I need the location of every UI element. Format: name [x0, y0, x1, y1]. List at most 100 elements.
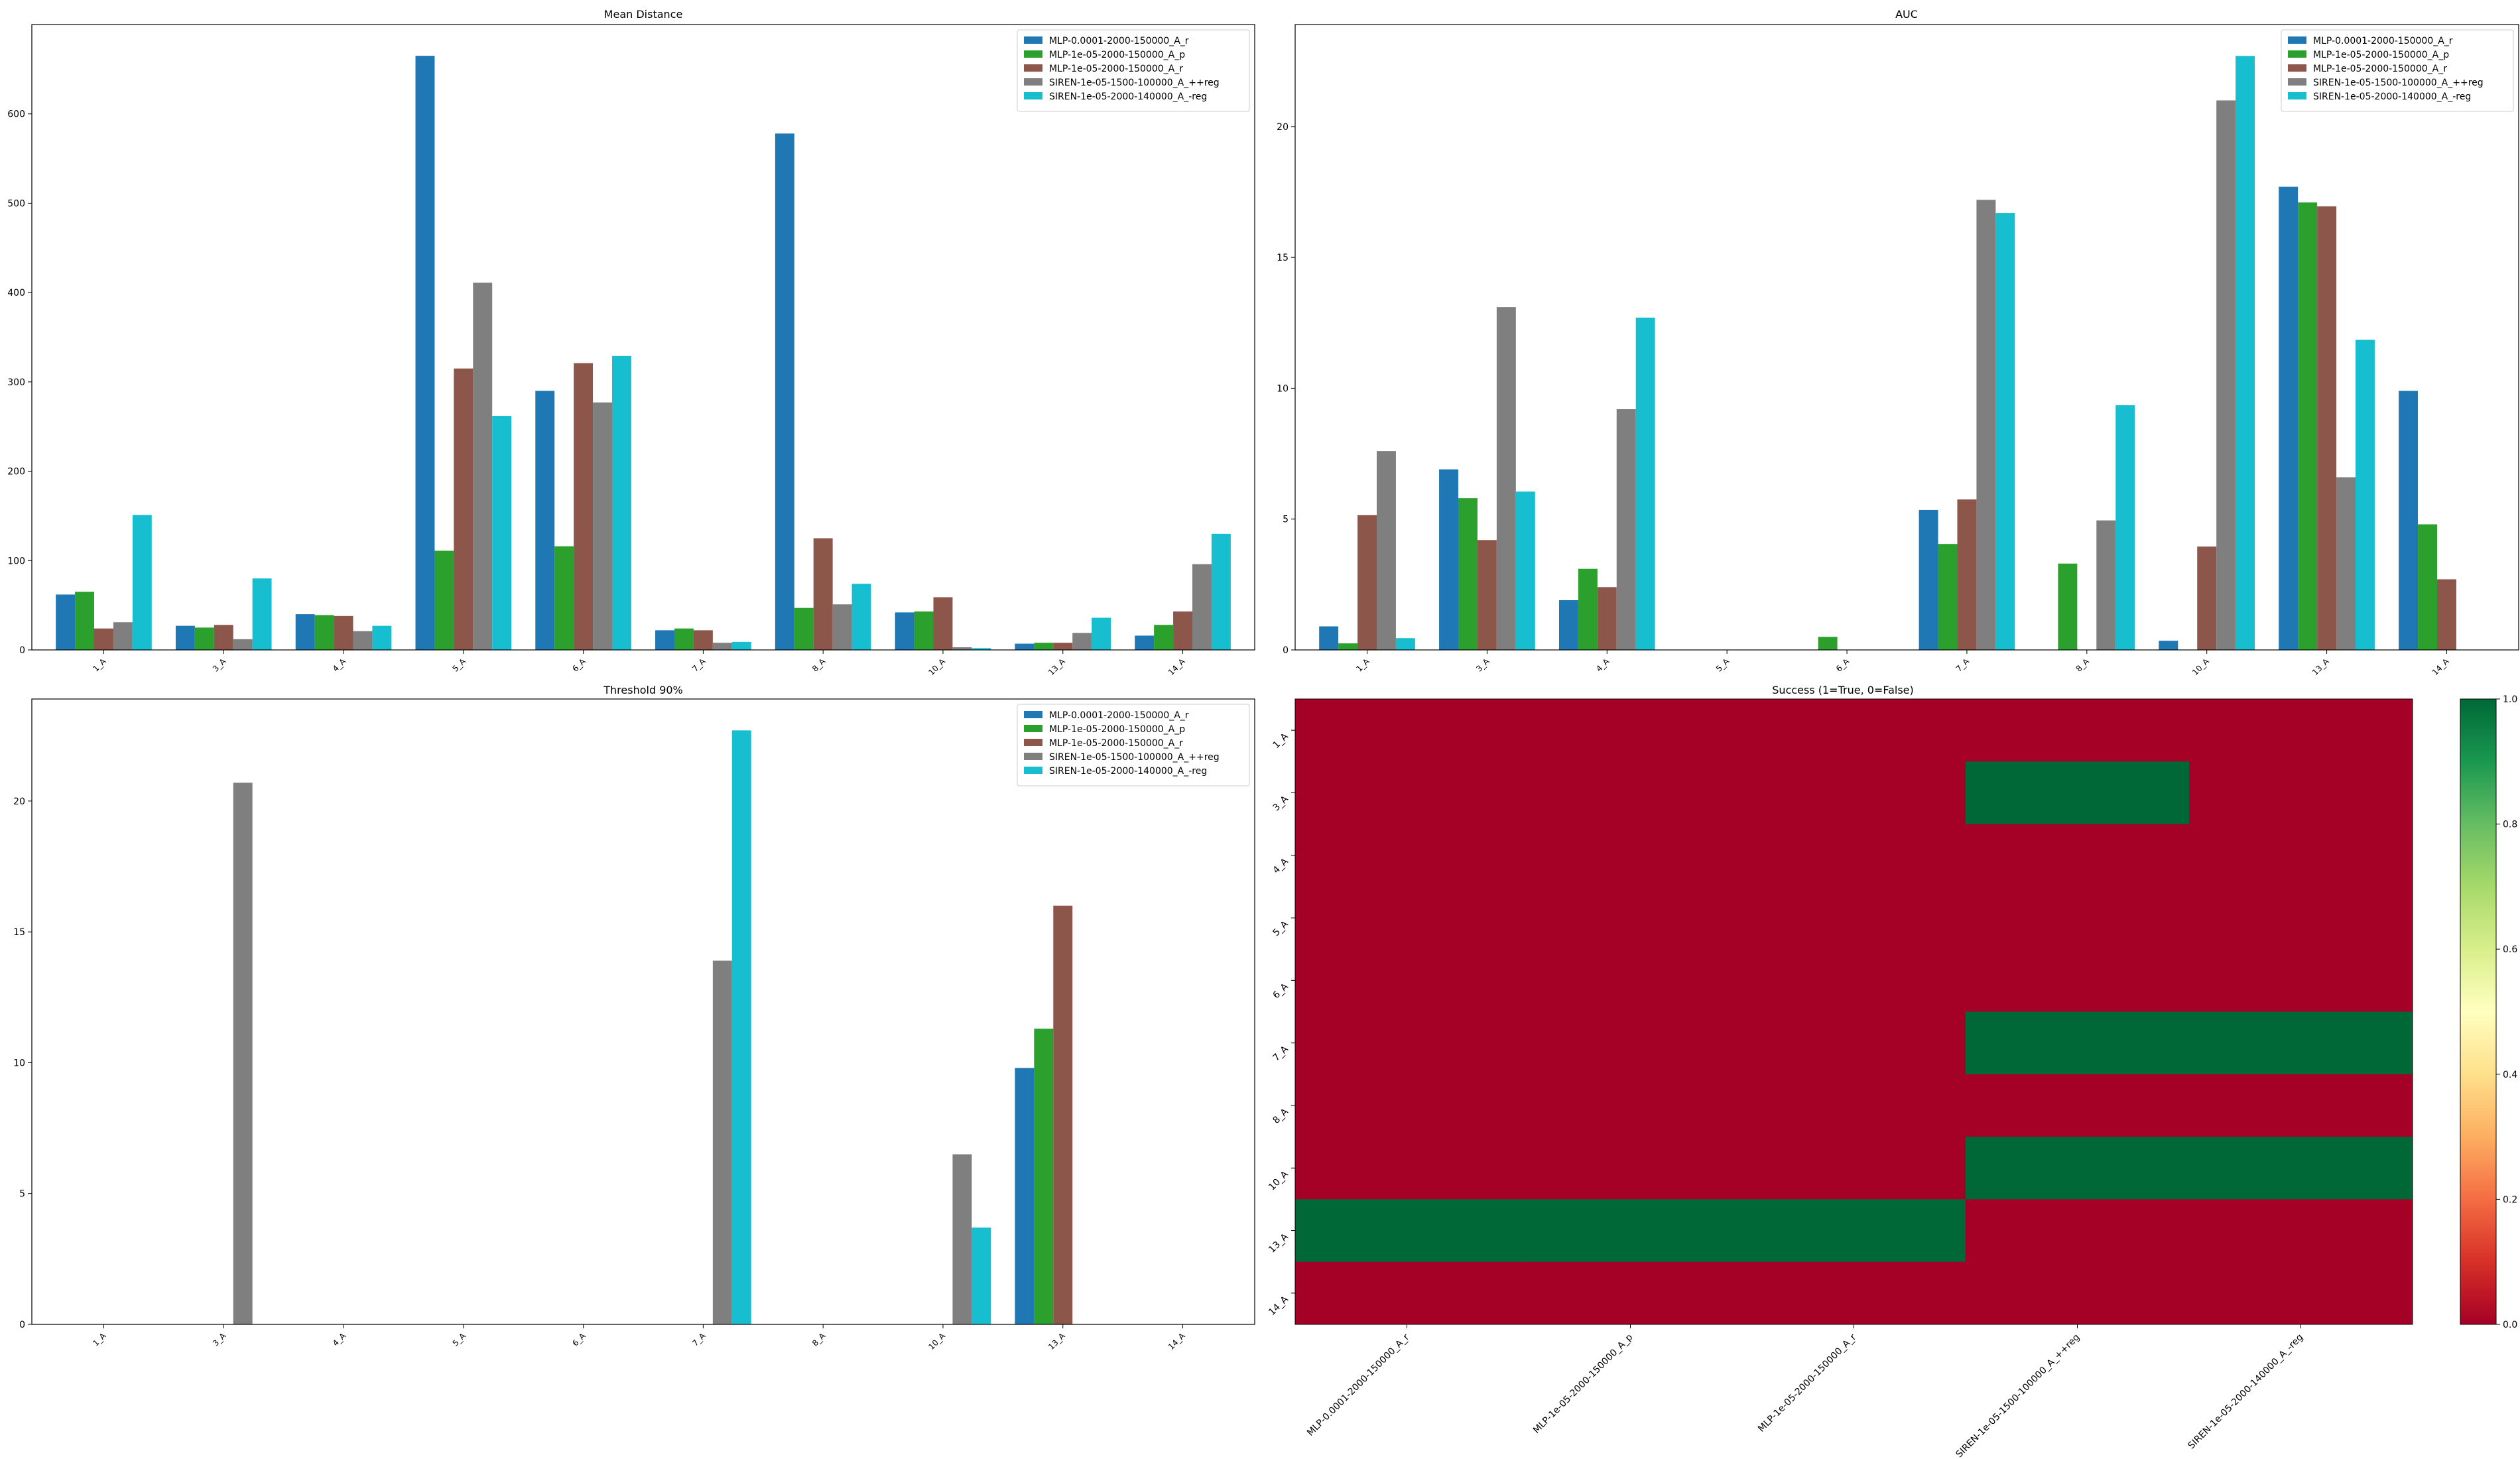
legend-entry: MLP-1e-05-2000-150000_A_p — [1049, 50, 1185, 60]
y-tick-label: 4_A — [1271, 856, 1291, 876]
legend-swatch — [1024, 753, 1042, 760]
heatmap-cell — [2189, 699, 2413, 762]
x-tick-label: 8_A — [810, 1331, 828, 1348]
y-tick-label: 7_A — [1271, 1044, 1291, 1064]
x-tick-label: 7_A — [1954, 657, 1972, 674]
bar — [1319, 626, 1339, 650]
colorbar-ticks: 0.0 0.2 0.4 0.6 0.8 1.0 — [2496, 694, 2517, 1330]
legend-entry: SIREN-1e-05-1500-100000_A_++reg — [2313, 78, 2484, 88]
chart-title: Mean Distance — [604, 8, 683, 21]
bar — [712, 960, 732, 1324]
heatmap-cell — [2189, 824, 2413, 887]
heatmap-cell — [1295, 1074, 1519, 1137]
legend-swatch — [2288, 50, 2306, 58]
success-panel: Success (1=True, 0=False) 1_A 3_A 4_A 5_A 6_… — [1267, 684, 2517, 1459]
bar — [252, 578, 272, 650]
heatmap-cell — [1519, 1074, 1743, 1137]
heatmap-cell — [1966, 1011, 2190, 1075]
heatmap-cell — [1295, 949, 1519, 1012]
chart-title: Threshold 90% — [603, 684, 683, 696]
heatmap-cell — [1742, 949, 1966, 1012]
x-tick-label: 10_A — [926, 657, 947, 677]
y-tick-label: 5 — [1283, 515, 1289, 525]
legend-swatch — [2288, 78, 2306, 86]
bar — [295, 614, 315, 650]
bar — [1395, 638, 1415, 650]
heatmap-cell — [1966, 886, 2190, 950]
bar — [1818, 637, 1838, 650]
heatmap-cell — [1295, 1011, 1519, 1075]
bar — [2437, 579, 2456, 650]
bar — [2115, 405, 2135, 650]
legend-swatch — [1024, 50, 1042, 58]
x-tick-label: 14_A — [1166, 657, 1187, 677]
y-tick-label: 15 — [13, 927, 25, 938]
legend-entry: SIREN-1e-05-1500-100000_A_++reg — [1049, 78, 1220, 88]
bar — [353, 631, 373, 650]
y-tick-label: 13_A — [1267, 1232, 1291, 1255]
heatmap-cell — [1742, 1137, 1966, 1200]
x-tick-label: 13_A — [1046, 1331, 1067, 1352]
y-tick-label: 5_A — [1271, 919, 1291, 938]
heatmap-cell — [1519, 1199, 1743, 1263]
bar — [731, 730, 751, 1324]
mean-distance-legend: MLP-0.0001-2000-150000_A_r MLP-1e-05-2000… — [1017, 29, 1250, 112]
bar — [94, 628, 113, 650]
heatmap-cell — [2189, 761, 2413, 825]
bar — [2058, 563, 2078, 650]
heatmap-cell — [2189, 949, 2413, 1012]
x-tick-label: MLP-1e-05-2000-150000_A_r — [1756, 1332, 1858, 1434]
threshold-bars — [233, 730, 1073, 1324]
bar — [415, 56, 435, 650]
y-tick-label: 0 — [19, 645, 25, 656]
heatmap-cell — [2189, 1261, 2413, 1325]
bar — [933, 597, 953, 650]
heatmap-cell — [1295, 886, 1519, 950]
legend-entry: SIREN-1e-05-2000-140000_A_-reg — [1049, 766, 1207, 777]
bar — [1957, 499, 1977, 650]
x-tick-label: 5_A — [1714, 657, 1732, 674]
legend-entry: MLP-0.0001-2000-150000_A_r — [2313, 36, 2453, 46]
bar — [2356, 340, 2375, 650]
bar — [1053, 643, 1073, 650]
bar — [233, 783, 253, 1324]
y-tick-label: 20 — [13, 796, 25, 807]
x-tick-label: 13_A — [1046, 657, 1067, 677]
x-tick-label: 8_A — [2074, 657, 2092, 674]
x-tick-label: 6_A — [570, 1331, 588, 1348]
x-tick-label: 3_A — [211, 657, 228, 674]
bar — [2298, 202, 2318, 650]
legend-box — [1017, 704, 1250, 787]
bar — [1515, 491, 1535, 650]
heatmap-cell — [1742, 1199, 1966, 1263]
legend-swatch — [1024, 767, 1042, 774]
bar — [233, 639, 253, 650]
heatmap-cell — [1742, 824, 1966, 887]
y-tick-label: 15 — [1277, 253, 1289, 263]
bar — [1015, 1068, 1035, 1324]
legend-swatch — [1024, 725, 1042, 732]
y-tick-label: 14_A — [1267, 1294, 1291, 1318]
mean-distance-bars — [56, 56, 1231, 650]
bar — [1458, 498, 1478, 650]
heatmap-cell — [1519, 1011, 1743, 1075]
bar — [2418, 524, 2437, 650]
colorbar-tick-label: 1.0 — [2503, 694, 2517, 705]
heatmap-cell — [1742, 1074, 1966, 1137]
bar — [1053, 905, 1073, 1324]
bar — [914, 611, 934, 650]
bar — [2159, 641, 2178, 650]
x-tick-label: 3_A — [211, 1331, 228, 1348]
x-tick-label: SIREN-1e-05-1500-100000_A_++reg — [1954, 1332, 2082, 1459]
mean-distance-panel: Mean Distance 0 100 200 300 400 500 600 1_A 3_A 4… — [7, 8, 1255, 677]
bar — [1477, 540, 1497, 650]
bar — [454, 368, 473, 650]
bar — [1034, 643, 1054, 650]
bar — [473, 283, 493, 650]
auc-legend: MLP-0.0001-2000-150000_A_r MLP-1e-05-2000… — [2281, 29, 2514, 112]
colorbar-tick-label: 0.0 — [2503, 1320, 2517, 1330]
legend-swatch — [1024, 36, 1042, 44]
bar — [1597, 587, 1617, 650]
y-tick-label: 300 — [7, 377, 25, 388]
